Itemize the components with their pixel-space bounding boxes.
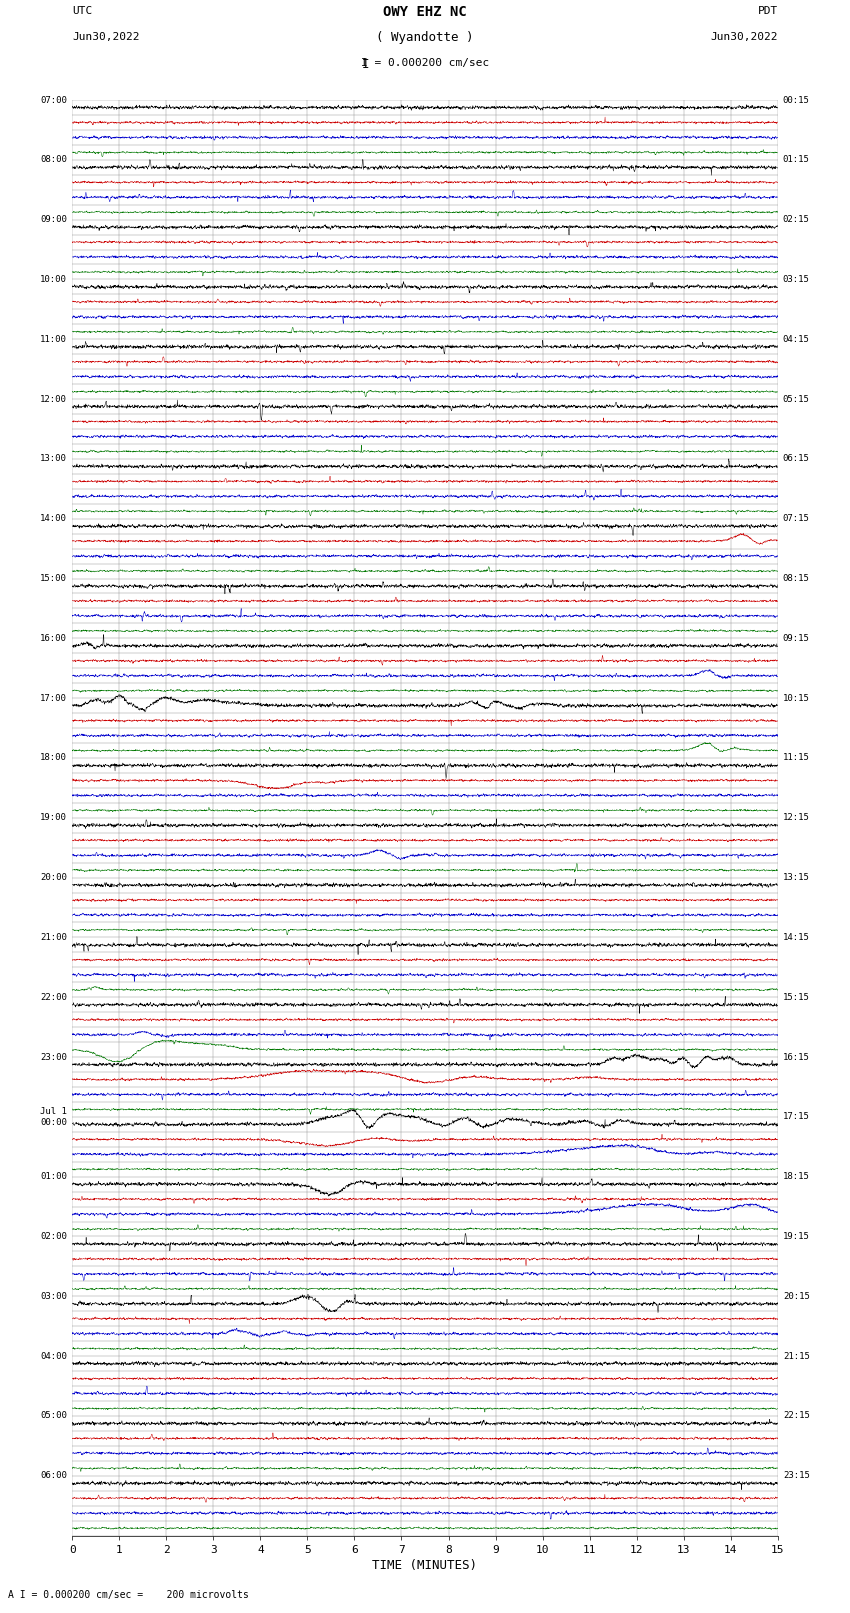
Text: 06:15: 06:15 bbox=[783, 455, 810, 463]
Text: 16:00: 16:00 bbox=[40, 634, 67, 644]
Text: 13:15: 13:15 bbox=[783, 873, 810, 882]
Text: 09:15: 09:15 bbox=[783, 634, 810, 644]
Text: 16:15: 16:15 bbox=[783, 1053, 810, 1061]
Text: 12:15: 12:15 bbox=[783, 813, 810, 823]
Text: ( Wyandotte ): ( Wyandotte ) bbox=[377, 31, 473, 44]
Text: 15:15: 15:15 bbox=[783, 992, 810, 1002]
Text: 18:15: 18:15 bbox=[783, 1173, 810, 1181]
Text: Jun30,2022: Jun30,2022 bbox=[711, 32, 778, 42]
Text: 09:00: 09:00 bbox=[40, 215, 67, 224]
Text: 01:15: 01:15 bbox=[783, 155, 810, 165]
Text: 04:00: 04:00 bbox=[40, 1352, 67, 1361]
Text: 05:00: 05:00 bbox=[40, 1411, 67, 1421]
Text: 22:00: 22:00 bbox=[40, 992, 67, 1002]
Text: 03:15: 03:15 bbox=[783, 274, 810, 284]
Text: 01:00: 01:00 bbox=[40, 1173, 67, 1181]
Text: A I = 0.000200 cm/sec =    200 microvolts: A I = 0.000200 cm/sec = 200 microvolts bbox=[8, 1590, 249, 1600]
Text: Jun30,2022: Jun30,2022 bbox=[72, 32, 139, 42]
Text: 06:00: 06:00 bbox=[40, 1471, 67, 1481]
Text: 10:15: 10:15 bbox=[783, 694, 810, 703]
Text: I = 0.000200 cm/sec: I = 0.000200 cm/sec bbox=[361, 58, 489, 68]
Text: 03:00: 03:00 bbox=[40, 1292, 67, 1300]
Text: 19:15: 19:15 bbox=[783, 1232, 810, 1240]
Text: 20:15: 20:15 bbox=[783, 1292, 810, 1300]
Text: 05:15: 05:15 bbox=[783, 395, 810, 403]
Text: 07:00: 07:00 bbox=[40, 95, 67, 105]
Text: 22:15: 22:15 bbox=[783, 1411, 810, 1421]
Text: 07:15: 07:15 bbox=[783, 515, 810, 523]
Text: UTC: UTC bbox=[72, 6, 93, 16]
Text: 02:00: 02:00 bbox=[40, 1232, 67, 1240]
Text: 17:15: 17:15 bbox=[783, 1113, 810, 1121]
X-axis label: TIME (MINUTES): TIME (MINUTES) bbox=[372, 1558, 478, 1571]
Text: 18:00: 18:00 bbox=[40, 753, 67, 763]
Text: 08:00: 08:00 bbox=[40, 155, 67, 165]
Text: 17:00: 17:00 bbox=[40, 694, 67, 703]
Text: Jul 1
00:00: Jul 1 00:00 bbox=[40, 1107, 67, 1126]
Text: 11:00: 11:00 bbox=[40, 336, 67, 344]
Text: 11:15: 11:15 bbox=[783, 753, 810, 763]
Text: I: I bbox=[362, 58, 369, 71]
Text: 10:00: 10:00 bbox=[40, 274, 67, 284]
Text: 00:15: 00:15 bbox=[783, 95, 810, 105]
Text: 20:00: 20:00 bbox=[40, 873, 67, 882]
Text: PDT: PDT bbox=[757, 6, 778, 16]
Text: 21:00: 21:00 bbox=[40, 932, 67, 942]
Text: 12:00: 12:00 bbox=[40, 395, 67, 403]
Text: 04:15: 04:15 bbox=[783, 336, 810, 344]
Text: 13:00: 13:00 bbox=[40, 455, 67, 463]
Text: 23:15: 23:15 bbox=[783, 1471, 810, 1481]
Text: 08:15: 08:15 bbox=[783, 574, 810, 582]
Text: 19:00: 19:00 bbox=[40, 813, 67, 823]
Text: 02:15: 02:15 bbox=[783, 215, 810, 224]
Text: 21:15: 21:15 bbox=[783, 1352, 810, 1361]
Text: 15:00: 15:00 bbox=[40, 574, 67, 582]
Text: 14:15: 14:15 bbox=[783, 932, 810, 942]
Text: 14:00: 14:00 bbox=[40, 515, 67, 523]
Text: OWY EHZ NC: OWY EHZ NC bbox=[383, 5, 467, 19]
Text: 23:00: 23:00 bbox=[40, 1053, 67, 1061]
